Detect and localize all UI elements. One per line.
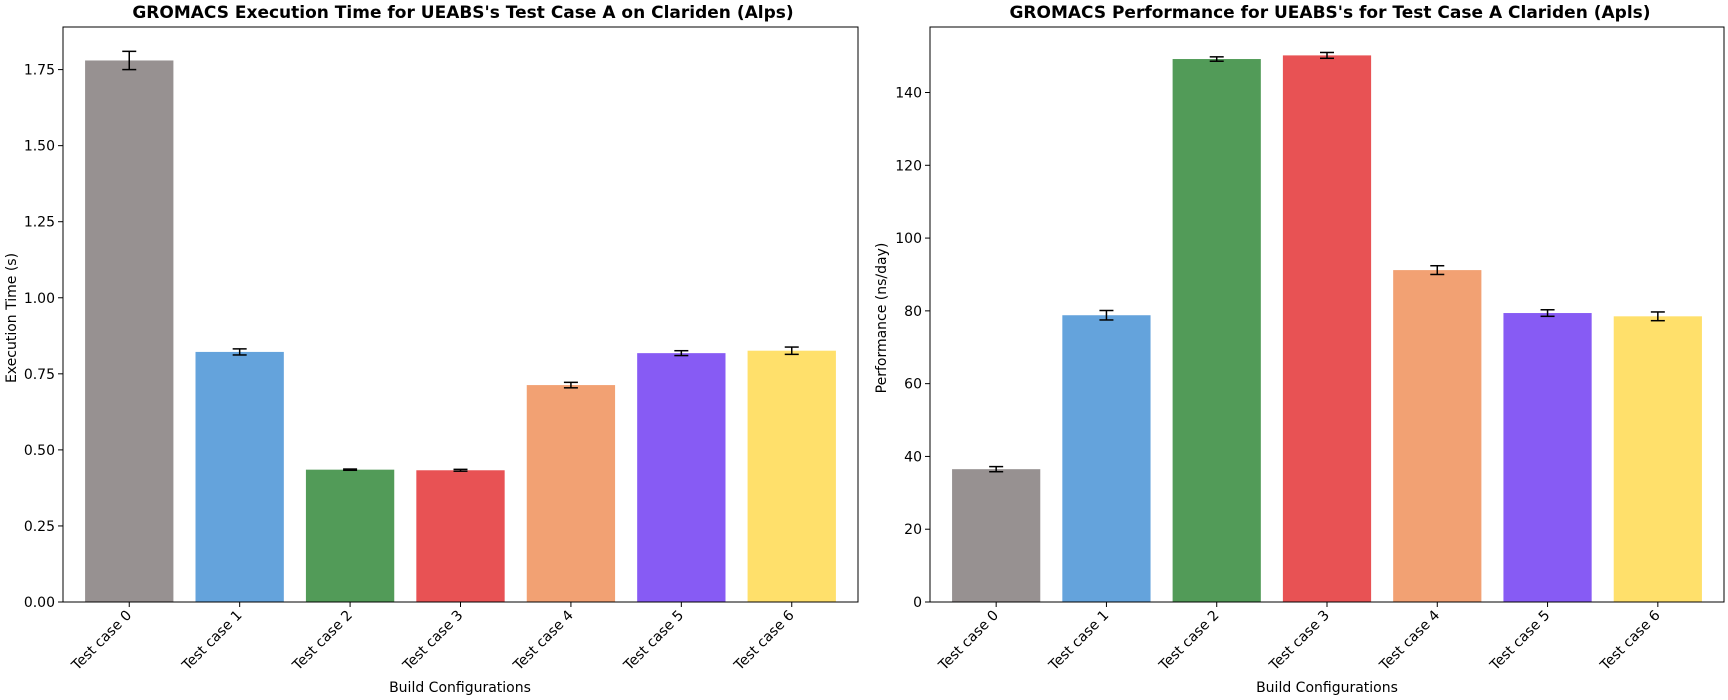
bar: [305, 469, 395, 602]
error-bar: [343, 468, 358, 472]
bar: [1503, 313, 1592, 602]
plot-frame: [62, 26, 859, 603]
bar: [747, 350, 836, 602]
error-bar: [232, 348, 247, 356]
bar: [195, 351, 284, 602]
performance-chart: GROMACS Performance for UEABS's for Test…: [874, 3, 1725, 696]
y-tick-label: 100: [895, 231, 922, 247]
y-tick-label: 80: [904, 304, 922, 320]
error-bar: [674, 349, 689, 357]
x-tick-label: Test case 1: [179, 608, 246, 675]
x-axis-label: Build Configurations: [389, 680, 531, 696]
x-axis: Test case 0 Test case 1 Test case 2 Test ca…: [935, 602, 1664, 674]
x-tick-label: Test case 5: [620, 608, 687, 675]
x-tick-label: Test case 6: [731, 607, 798, 674]
error-bar: [1430, 264, 1445, 276]
x-tick-label: Test case 2: [289, 608, 356, 675]
y-tick-label: 60: [904, 377, 922, 393]
error-bar: [1099, 309, 1114, 321]
bar: [1393, 270, 1482, 602]
error-bar: [784, 346, 799, 356]
error-bar: [989, 465, 1004, 473]
y-tick-label: 40: [904, 449, 922, 465]
error-bar: [563, 381, 578, 389]
y-axis-label: Performance (ns/day): [874, 243, 890, 394]
bar: [1172, 59, 1261, 602]
error-bar: [1209, 56, 1224, 62]
x-tick-label: Test case 3: [399, 608, 466, 675]
error-bar: [1320, 51, 1334, 60]
bar: [416, 470, 505, 602]
bar: [1282, 55, 1372, 602]
y-tick-label: 1.50: [24, 139, 55, 155]
x-tick-label: Test case 4: [510, 607, 577, 674]
x-tick-label: Test case 3: [1266, 608, 1333, 675]
bar: [1613, 316, 1702, 602]
chart-title: GROMACS Execution Time for UEABS's Test …: [132, 3, 793, 23]
chart-title: GROMACS Performance for UEABS's for Test…: [1009, 3, 1650, 23]
error-bar: [1540, 309, 1555, 318]
y-axis: 0.00 0.25 0.50 0.75 1.00 1.25 1.50 1.75: [24, 63, 63, 611]
x-axis: Test case 0 Test case 1 Test case 2 Test ca…: [68, 602, 798, 675]
error-bar: [453, 468, 468, 472]
y-tick-label: 140: [895, 86, 922, 102]
x-tick-label: Test case 4: [1376, 607, 1443, 674]
bar: [1062, 315, 1151, 602]
bar: [526, 385, 616, 602]
error-bar: [122, 50, 137, 71]
y-tick-label: 0: [913, 595, 922, 611]
x-tick-label: Test case 0: [68, 608, 135, 675]
x-tick-label: Test case 1: [1045, 608, 1112, 675]
y-tick-label: 0.25: [24, 519, 55, 535]
y-tick-label: 0.00: [24, 595, 55, 611]
y-tick-label: 120: [895, 158, 922, 174]
y-axis: 0 20 40 60 80 100 120 140: [895, 86, 930, 611]
x-axis-label: Build Configurations: [1256, 680, 1398, 696]
y-tick-label: 0.50: [24, 443, 55, 459]
y-tick-label: 0.75: [24, 367, 55, 383]
y-axis-label: Execution Time (s): [4, 253, 20, 383]
error-bar: [1650, 311, 1665, 322]
bar: [85, 60, 174, 603]
x-tick-label: Test case 6: [1597, 607, 1664, 674]
bars-group: [952, 51, 1702, 602]
y-tick-label: 1.00: [24, 291, 55, 307]
bars-group: [85, 50, 836, 603]
y-tick-label: 20: [904, 522, 922, 538]
bar: [952, 469, 1041, 602]
bar: [637, 353, 726, 602]
execution-time-chart: GROMACS Execution Time for UEABS's Test …: [4, 3, 859, 696]
x-tick-label: Test case 0: [935, 608, 1002, 675]
y-tick-label: 1.75: [24, 63, 55, 79]
plot-frame: [929, 26, 1725, 603]
x-tick-label: Test case 5: [1487, 608, 1554, 675]
y-tick-label: 1.25: [24, 215, 55, 231]
x-tick-label: Test case 2: [1156, 608, 1223, 675]
